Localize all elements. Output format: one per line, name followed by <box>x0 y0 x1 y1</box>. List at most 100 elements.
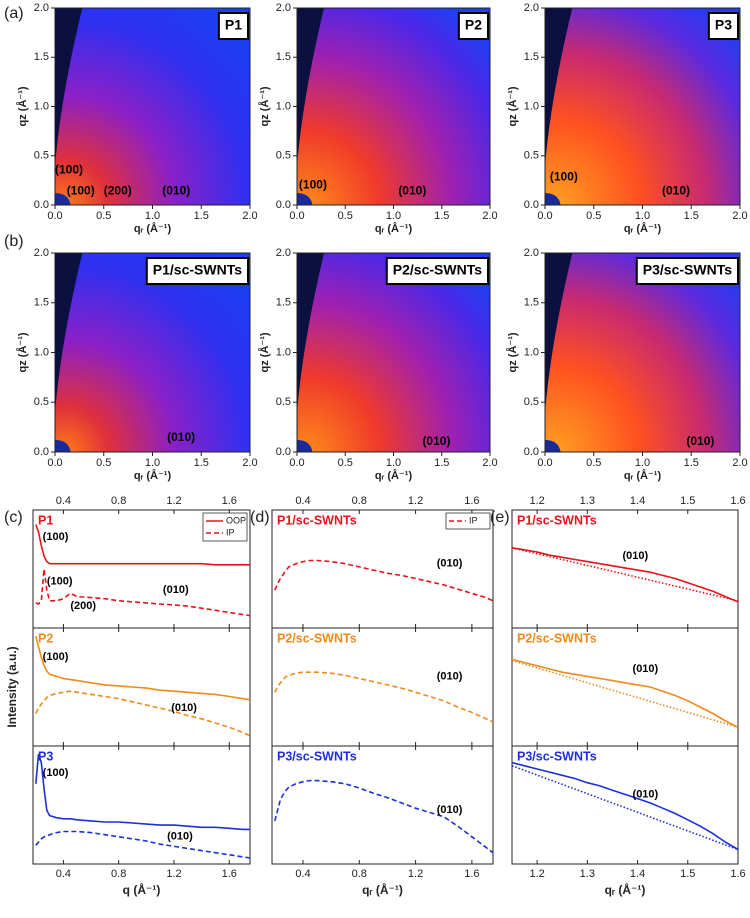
x-tick-label: 1.3 <box>580 495 595 507</box>
y-tick-label: 1.5 <box>276 51 291 63</box>
y-tick-label: 2.0 <box>34 247 49 259</box>
peak-label: (100) <box>67 183 95 197</box>
y-tick-label: 1.0 <box>276 100 291 112</box>
data-line <box>511 659 739 729</box>
x-tick-label: 0.0 <box>537 210 552 222</box>
peak-label: (100) <box>43 767 69 779</box>
peak-label: (010) <box>398 183 426 197</box>
peak-label: (010) <box>422 434 450 448</box>
peak-label: (100) <box>299 177 327 191</box>
legend-label: OOP <box>226 515 246 525</box>
peak-label: (010) <box>437 670 463 682</box>
x-axis-label: qᵣ (Å⁻¹) <box>624 469 662 482</box>
x-tick-label: 1.0 <box>386 210 401 222</box>
data-line <box>274 779 494 854</box>
data-line <box>511 761 739 851</box>
peak-label: (010) <box>633 663 659 675</box>
x-axis-label: qᵣ (Å⁻¹) <box>624 222 662 235</box>
subplot-title: P2 <box>38 631 53 645</box>
x-tick-label: 2.0 <box>732 210 747 222</box>
data-line <box>274 671 494 723</box>
x-axis-label: qᵣ (Å⁻¹) <box>362 882 403 897</box>
peak-label: (010) <box>437 804 463 816</box>
sample-label-text: P1 <box>225 17 242 33</box>
sample-label: P2/sc-SWNTs <box>385 257 489 285</box>
sample-label-text: P3 <box>715 17 732 33</box>
y-tick-label: 0.5 <box>276 150 291 162</box>
x-tick-label: 0.5 <box>96 210 111 222</box>
x-tick-label: 0.5 <box>586 457 601 469</box>
panel-label: (c) <box>4 509 23 526</box>
label-box <box>457 12 489 40</box>
y-tick-label: 0.0 <box>524 446 539 458</box>
peak-label: (100) <box>43 651 69 663</box>
peak-label: (010) <box>163 584 189 596</box>
y-tick-label: 1.0 <box>34 346 49 358</box>
x-tick-label: 1.5 <box>684 457 699 469</box>
subplot-title: P2/sc-SWNTs <box>517 631 597 645</box>
peak-label: (100) <box>43 531 69 543</box>
x-tick-label: 0.4 <box>295 868 310 880</box>
data-line <box>511 765 739 851</box>
sample-label: P2 <box>457 12 489 40</box>
y-tick-label: 0.0 <box>524 199 539 211</box>
label-box <box>707 12 739 40</box>
x-tick-label: 1.4 <box>630 868 645 880</box>
x-tick-label: 1.5 <box>684 210 699 222</box>
y-axis-label: qz (Å⁻¹) <box>506 332 519 372</box>
sample-label-text: P3/sc-SWNTs <box>643 262 732 278</box>
x-tick-label: 0.8 <box>352 495 367 507</box>
beamstop <box>545 193 561 205</box>
x-tick-label: 0.8 <box>111 495 126 507</box>
x-tick-label: 1.5 <box>434 457 449 469</box>
beamstop <box>545 440 561 452</box>
frame <box>271 745 494 865</box>
peak-label: (200) <box>104 183 132 197</box>
x-tick-label: 0.0 <box>537 457 552 469</box>
x-tick-label: 2.0 <box>482 210 497 222</box>
y-tick-label: 1.0 <box>524 346 539 358</box>
subplot-title: P1/sc-SWNTs <box>517 513 597 527</box>
sample-label-text: P2 <box>465 17 482 33</box>
y-tick-label: 1.5 <box>276 297 291 309</box>
frame <box>32 745 251 865</box>
beamstop <box>55 193 71 205</box>
x-tick-label: 0.5 <box>96 457 111 469</box>
x-tick-label: 1.6 <box>464 495 479 507</box>
x-tick-label: 1.2 <box>529 868 544 880</box>
peak-label: (100) <box>550 170 578 184</box>
legend-label: IP <box>469 515 478 525</box>
x-tick-label: 0.8 <box>352 868 367 880</box>
x-tick-label: 1.0 <box>145 210 160 222</box>
peak-label: (100) <box>47 576 73 588</box>
x-tick-label: 0.0 <box>47 210 62 222</box>
sample-label: P3/sc-SWNTs <box>635 257 739 285</box>
frame <box>271 627 494 747</box>
sample-label: P1/sc-SWNTs <box>145 257 249 285</box>
data-line <box>35 830 251 859</box>
x-axis-label: qᵣ (Å⁻¹) <box>605 882 646 897</box>
x-tick-label: 1.2 <box>408 495 423 507</box>
y-axis-label: qz (Å⁻¹) <box>258 332 271 372</box>
scattering-image <box>297 8 490 205</box>
y-tick-label: 1.5 <box>34 297 49 309</box>
x-tick-label: 0.5 <box>586 210 601 222</box>
detector-gap <box>297 253 325 413</box>
detector-gap <box>55 253 83 413</box>
y-tick-label: 2.0 <box>524 247 539 259</box>
label-box <box>635 257 739 285</box>
y-tick-label: 2.0 <box>276 247 291 259</box>
y-tick-label: 1.0 <box>276 346 291 358</box>
x-tick-label: 1.0 <box>635 210 650 222</box>
data-line <box>511 547 739 602</box>
x-tick-label: 0.8 <box>111 868 126 880</box>
sample-label-text: P2/sc-SWNTs <box>393 262 482 278</box>
peak-label: (010) <box>633 788 659 800</box>
legend-box <box>202 512 248 542</box>
y-tick-label: 0.5 <box>34 150 49 162</box>
y-tick-label: 0.0 <box>34 199 49 211</box>
peak-label: (010) <box>167 831 193 843</box>
data-line <box>511 547 739 603</box>
y-axis-label: qz (Å⁻¹) <box>506 86 519 126</box>
